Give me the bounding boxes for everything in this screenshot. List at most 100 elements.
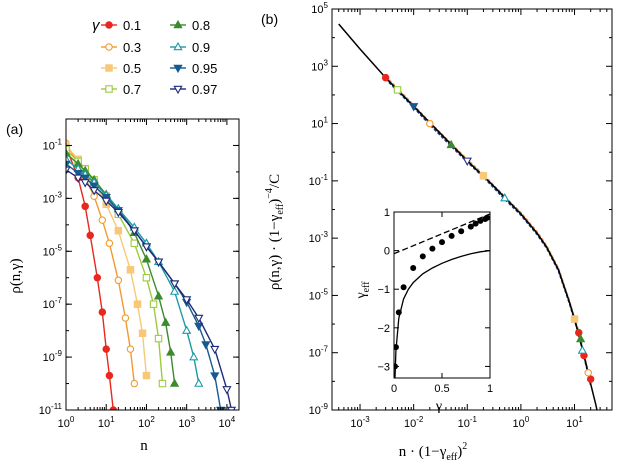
panel-a: 100 101 102 103 104 10-1 10-3 10-5 10-7 10-9 10-11 [39, 118, 240, 430]
legend-label: 0.95 [192, 61, 217, 76]
x-tick-label: 102 [138, 415, 155, 430]
data-point [161, 317, 171, 326]
legend-marker [105, 21, 113, 29]
legend-label: 0.3 [123, 40, 141, 55]
data-point [182, 296, 192, 305]
inset-y-tick-label: −2 [377, 323, 390, 335]
x-tick-label: 10-1 [458, 415, 478, 430]
collapsed-point [575, 328, 583, 337]
data-point [114, 226, 123, 235]
x-tick-label: 10-2 [404, 415, 424, 430]
inset-plot: 0 0.5 1 1 0 −1 −2 −3 [377, 207, 493, 395]
data-point [80, 179, 90, 188]
data-point [66, 145, 70, 154]
y-tick-label: 10-7 [43, 296, 63, 311]
legend-marker [105, 64, 113, 72]
inset-x-tick-label: 0.5 [434, 383, 449, 395]
legend-item-0.95: 0.95 [170, 61, 217, 76]
panel-b: 10-3 10-2 10-1 100 10110510310110-110-310-51… [309, 1, 613, 430]
data-point [66, 160, 71, 170]
inset-point [448, 232, 455, 239]
y-tick-label: 105 [311, 1, 328, 16]
legend-item-0.3: 0.3 [101, 40, 141, 55]
legend-item-0.8: 0.8 [170, 18, 210, 33]
data-point [129, 227, 139, 236]
legend-item-0.9: 0.9 [170, 40, 210, 55]
data-point [113, 208, 123, 218]
data-point [169, 286, 180, 295]
collapsed-point [479, 172, 488, 180]
legend-label: 0.9 [192, 40, 210, 55]
collapsed-point [446, 139, 456, 149]
data-point [201, 341, 211, 350]
collapsed-point [462, 157, 472, 166]
y-tick-label: 10-3 [309, 230, 329, 245]
panel-b-xlabel: n · (1−γeff)2 [399, 441, 468, 463]
data-point [66, 148, 71, 157]
series-line-0.8 [66, 152, 176, 384]
legend-title: γ [92, 17, 101, 34]
data-point [222, 386, 232, 395]
y-tick-label: 103 [311, 58, 328, 73]
legend-marker [105, 43, 113, 51]
series-a-0.97 [66, 166, 237, 410]
x-tick-label: 100 [58, 415, 75, 430]
panel-b-label: (b) [261, 11, 278, 27]
legend-label: 0.97 [192, 82, 217, 97]
data-point [194, 322, 204, 332]
x-tick-label: 104 [219, 415, 236, 430]
data-point [153, 258, 164, 267]
data-point [126, 266, 135, 274]
legend-marker [173, 41, 183, 51]
panel-a-ylabel: ρ(n,γ) [8, 258, 24, 293]
data-point [121, 314, 130, 322]
panel-a-label: (a) [6, 121, 23, 137]
legend-marker [173, 19, 183, 29]
data-point [158, 379, 167, 388]
collapsed-point [577, 345, 587, 354]
inset-content [394, 213, 490, 378]
inset-y-tick-label: 1 [384, 207, 390, 219]
data-point [142, 371, 151, 380]
inset-point [394, 344, 399, 351]
series-a-0.1 [66, 142, 118, 410]
inset-y-tick-label: −3 [377, 361, 390, 373]
data-point [194, 378, 204, 387]
collapsed-point [500, 192, 510, 202]
data-point [93, 273, 102, 282]
inset-y-tick-label: 0 [384, 246, 390, 258]
data-point [141, 243, 152, 252]
data-point [189, 351, 199, 361]
inset-point [395, 309, 402, 316]
y-tick-label: 10-9 [309, 402, 329, 417]
y-tick-label: 10-7 [309, 345, 329, 360]
data-point [101, 197, 111, 207]
data-point [141, 254, 152, 263]
y-tick-label: 10-5 [43, 243, 63, 258]
legend-label: 0.7 [123, 82, 141, 97]
data-point [73, 174, 83, 183]
inset-point [419, 253, 426, 260]
inset-point [410, 264, 417, 271]
inset-point [467, 223, 474, 230]
data-point [169, 280, 180, 289]
y-tick-label: 10-1 [309, 173, 329, 188]
y-tick-label: 10-9 [43, 349, 63, 364]
data-point [105, 371, 114, 380]
data-point [66, 154, 71, 163]
inset-point [429, 245, 436, 252]
collapsed-point [381, 73, 390, 82]
data-point [133, 300, 142, 308]
legend-item-0.7: 0.7 [101, 82, 141, 97]
y-tick-label: 10-5 [309, 287, 329, 302]
data-point [194, 314, 204, 324]
data-point [210, 345, 220, 355]
data-point [102, 345, 110, 353]
collapsed-point [586, 375, 595, 383]
data-point [66, 166, 71, 175]
data-point [86, 231, 94, 240]
inset-point [477, 217, 484, 224]
data-point [166, 347, 176, 356]
data-point [142, 273, 151, 282]
